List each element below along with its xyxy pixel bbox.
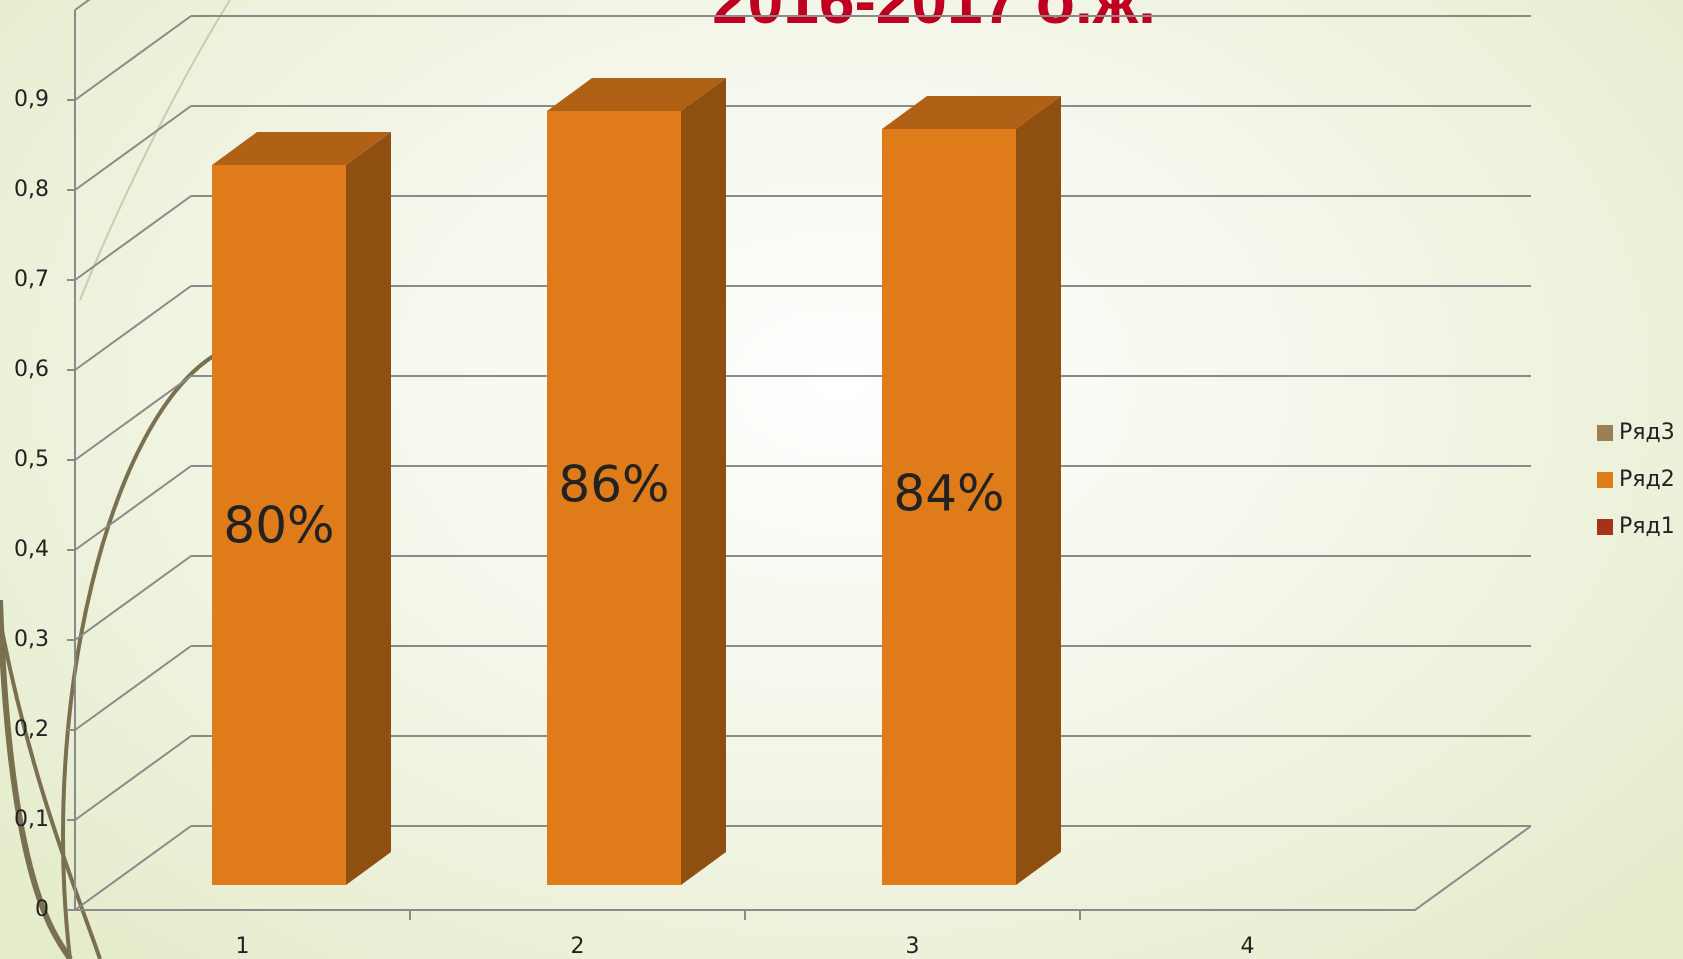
legend-swatch [1597,472,1613,488]
grid-line [74,375,192,461]
grid-line [74,645,192,731]
grid-line [74,465,192,551]
bar [882,129,1016,885]
value-label: 84% [893,465,1004,523]
bar-side [681,78,726,885]
y-tick-label: 0,6 [14,357,49,382]
grid-line [74,285,192,371]
legend-swatch [1597,519,1613,535]
value-label: 80% [223,497,334,555]
floor-edge [75,825,1532,911]
x-tick-label: 3 [906,934,920,959]
bar-top [547,78,726,111]
bar [212,165,346,885]
y-tick-label: 0,7 [14,267,49,292]
bar-side [1016,96,1061,885]
legend-label: Ряд2 [1619,467,1675,492]
grid-line [74,735,192,821]
grid-line [74,555,192,641]
bar-side [346,132,391,885]
grid-line [74,825,192,911]
y-tick-label: 0,2 [14,717,49,742]
y-tick-label: 0,9 [14,87,49,112]
chart-title: 2016-2017 о.ж. [712,0,1156,37]
y-tick-label: 0,3 [14,627,49,652]
legend-swatch [1597,425,1613,441]
y-tick-label: 0,8 [14,177,49,202]
bar [547,111,681,885]
value-label: 86% [558,456,669,514]
wall-edge [74,0,91,11]
grid-line [74,105,192,191]
legend-label: Ряд1 [1619,514,1675,539]
bar-top [212,132,391,165]
y-tick-label: 0 [35,897,49,922]
grid-line [74,15,192,101]
y-tick-label: 0,4 [14,537,49,562]
bar-top [882,96,1061,129]
legend-label: Ряд3 [1619,420,1675,445]
decoration [0,0,231,959]
x-tick-label: 4 [1241,934,1255,959]
y-tick-label: 0,1 [14,807,49,832]
grid-line [74,195,192,281]
x-tick-label: 2 [571,934,585,959]
y-tick-label: 0,5 [14,447,49,472]
x-tick-label: 1 [236,934,250,959]
